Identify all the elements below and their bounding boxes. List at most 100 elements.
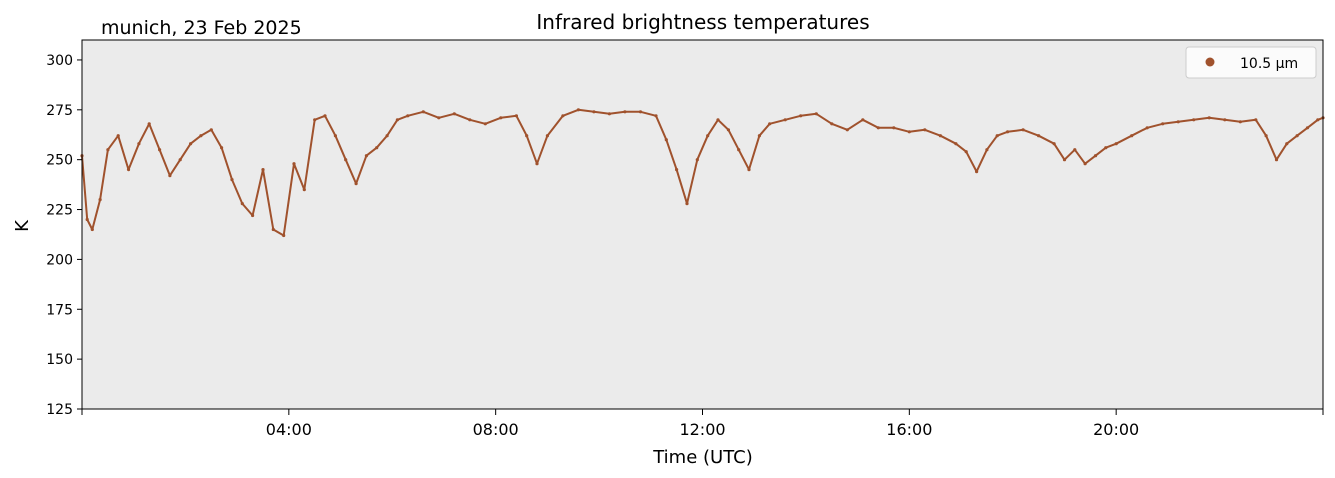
data-point	[1238, 120, 1242, 124]
y-tick-label: 250	[46, 153, 73, 169]
data-point	[1145, 126, 1149, 130]
data-point	[1130, 134, 1134, 138]
data-point	[1285, 142, 1289, 146]
data-point	[106, 148, 110, 152]
data-point	[706, 134, 710, 138]
data-point	[861, 118, 865, 122]
data-point	[323, 114, 327, 118]
data-point	[975, 170, 979, 174]
data-point	[251, 213, 255, 218]
data-point	[938, 134, 943, 138]
data-point	[1254, 118, 1258, 122]
plot-area	[82, 40, 1323, 409]
data-point	[158, 148, 162, 152]
legend-entry-label: 10.5 µm	[1240, 56, 1298, 72]
data-point	[483, 122, 487, 126]
data-point	[147, 122, 151, 126]
data-point	[189, 142, 193, 146]
data-point	[561, 114, 565, 118]
data-point	[923, 128, 927, 132]
data-point	[607, 112, 612, 116]
data-point	[1274, 158, 1279, 162]
chart-title: Infrared brightness temperatures	[536, 10, 869, 34]
y-axis: 125 150 175 200 225 250 275 300	[46, 53, 82, 418]
data-point	[385, 134, 389, 138]
x-tick-label: 04:00	[266, 420, 312, 439]
data-point	[907, 130, 911, 134]
data-point	[199, 134, 203, 138]
data-point	[344, 158, 348, 162]
data-point	[468, 118, 472, 122]
data-point	[514, 114, 519, 118]
data-point	[1316, 118, 1320, 122]
data-point	[783, 118, 787, 122]
data-point	[302, 188, 306, 192]
data-point	[1104, 146, 1108, 150]
data-point	[623, 110, 627, 114]
data-point	[1295, 134, 1299, 138]
data-point	[452, 112, 456, 116]
y-tick-label: 175	[46, 302, 73, 318]
y-axis-label: K	[12, 219, 33, 232]
data-point	[421, 110, 425, 114]
data-point	[406, 114, 410, 118]
data-point	[1305, 126, 1310, 130]
data-point	[1093, 154, 1098, 158]
y-tick-label: 300	[46, 53, 73, 69]
legend-marker	[1205, 57, 1215, 67]
data-point	[675, 168, 679, 172]
x-axis: 04:00 08:00 12:00 16:00 20:00	[81, 409, 1324, 439]
data-point	[525, 134, 529, 138]
x-tick-label: 16:00	[886, 420, 932, 439]
data-point	[799, 114, 803, 118]
data-point	[437, 116, 441, 120]
x-axis-label: Time (UTC)	[652, 447, 753, 468]
data-point	[354, 182, 358, 186]
y-tick-label: 125	[46, 402, 73, 418]
data-point	[1192, 118, 1196, 122]
series-line-10-5um	[81, 108, 1324, 237]
data-point	[1006, 130, 1010, 134]
data-point	[737, 148, 741, 152]
legend-box	[1185, 46, 1317, 79]
data-point	[1062, 158, 1067, 162]
data-point	[137, 142, 141, 146]
data-point	[1176, 120, 1180, 124]
data-point	[1052, 142, 1056, 146]
data-point	[576, 108, 581, 112]
data-point	[995, 134, 999, 138]
data-point	[364, 154, 368, 158]
x-tick-label: 08:00	[473, 420, 519, 439]
data-point	[1114, 142, 1118, 146]
data-point	[126, 168, 131, 172]
data-point	[592, 110, 596, 114]
data-point	[685, 202, 689, 206]
data-point	[395, 118, 399, 122]
data-point	[1037, 134, 1041, 138]
data-point	[545, 134, 550, 138]
data-point	[178, 158, 182, 162]
data-point	[313, 118, 317, 122]
data-point	[292, 162, 296, 166]
legend: 10.5 µm	[1185, 46, 1317, 79]
data-point	[1264, 134, 1268, 138]
data-point	[726, 128, 731, 132]
y-tick-label: 225	[46, 203, 73, 219]
data-point	[954, 142, 958, 146]
y-tick-label: 200	[46, 252, 73, 268]
data-point	[1083, 162, 1087, 166]
data-point	[1161, 122, 1165, 126]
data-point	[116, 134, 120, 138]
data-point	[664, 138, 668, 142]
data-point	[716, 118, 720, 122]
data-point	[876, 126, 880, 130]
data-point	[654, 114, 658, 118]
data-point	[1223, 118, 1227, 122]
data-point	[333, 134, 337, 138]
data-point	[375, 146, 379, 150]
data-point	[695, 158, 699, 162]
data-point	[240, 202, 244, 206]
data-point	[1021, 128, 1025, 132]
data-point	[90, 227, 94, 232]
